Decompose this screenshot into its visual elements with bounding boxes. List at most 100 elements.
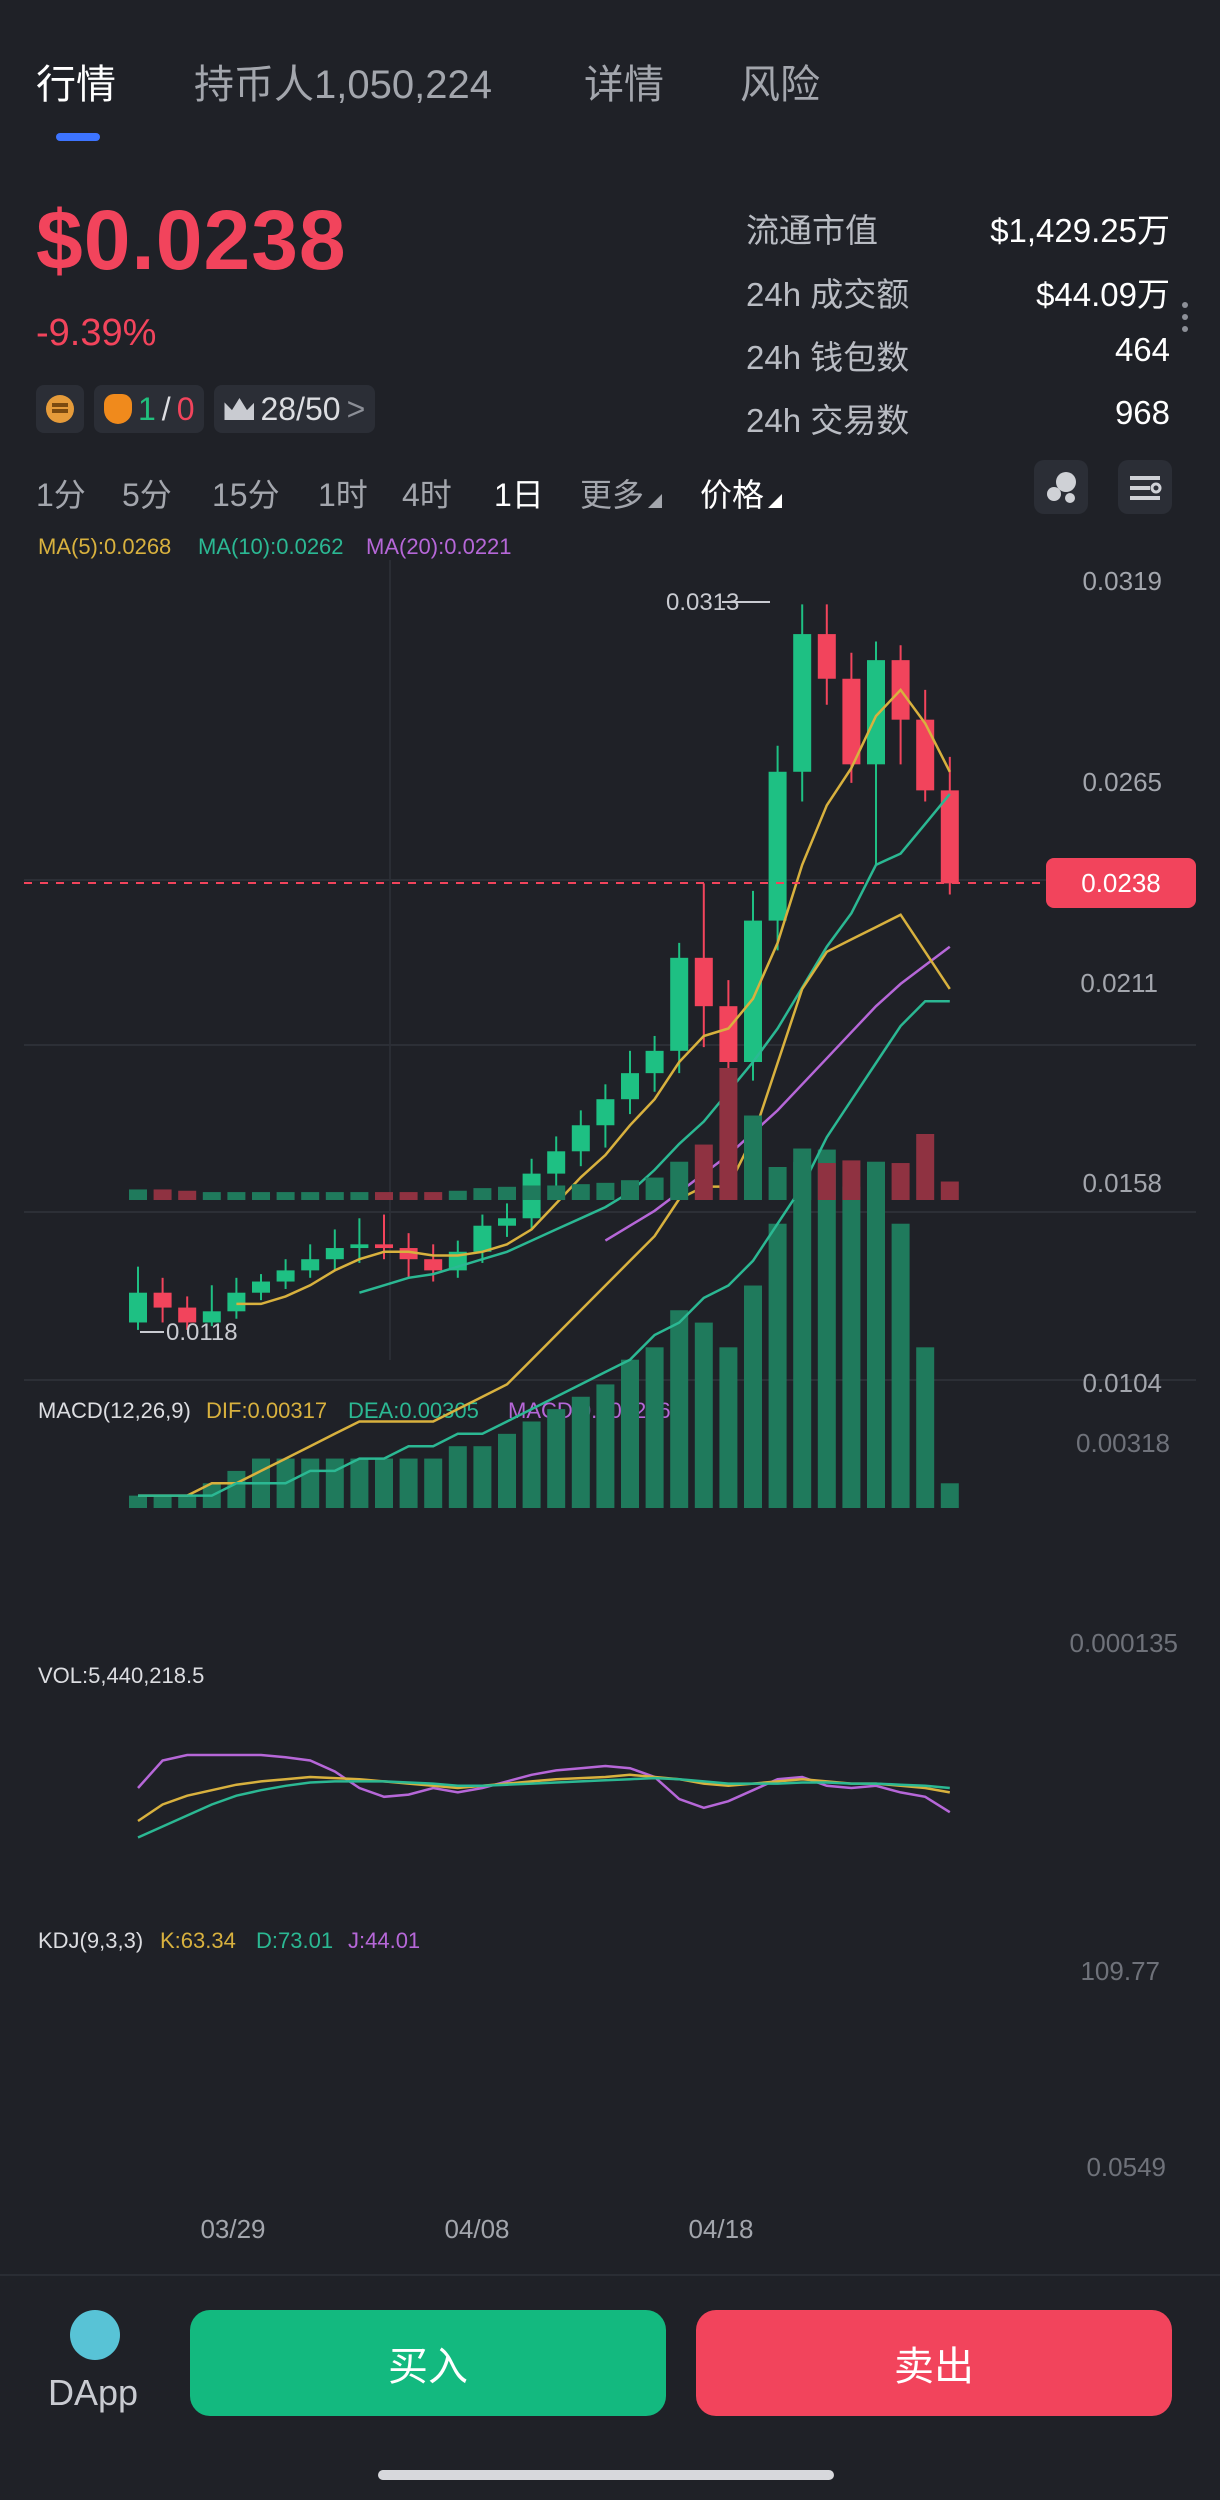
volume-bar bbox=[817, 1163, 836, 1200]
candle-body bbox=[744, 920, 762, 1062]
candle-body bbox=[153, 1292, 172, 1308]
tab-market[interactable]: 行情 bbox=[36, 63, 116, 107]
volume-bar bbox=[498, 1186, 516, 1200]
volume-panel bbox=[129, 1068, 959, 1200]
tab-risk[interactable]: 风险 bbox=[740, 63, 820, 107]
ma-lines bbox=[236, 687, 951, 1306]
timeframe-4h[interactable]: 4时 bbox=[402, 477, 452, 513]
chart-settings-button[interactable] bbox=[1118, 460, 1172, 514]
ma5-label: MA(5):0.0268 bbox=[38, 534, 171, 559]
kdj-panel bbox=[137, 1753, 951, 1839]
macd-bar bbox=[867, 1186, 885, 1508]
tab-holders[interactable]: 持币人1,050,224 bbox=[194, 63, 492, 107]
indicator-toggle-button[interactable] bbox=[1034, 460, 1088, 514]
macd-bar bbox=[498, 1433, 516, 1508]
price-type-select[interactable]: 价格 bbox=[700, 470, 783, 516]
macd-bar bbox=[375, 1458, 393, 1508]
sell-button[interactable]: 卖出 bbox=[696, 2310, 1172, 2416]
more-label: 更多 bbox=[580, 477, 645, 513]
timeframe-15m[interactable]: 15分 bbox=[212, 477, 280, 513]
token-price: $0.0238 bbox=[36, 193, 347, 287]
badge-count-b: 0 bbox=[176, 390, 195, 427]
candle-body bbox=[867, 660, 885, 765]
date-tick: 04/18 bbox=[688, 2214, 753, 2244]
coin-stack-icon bbox=[46, 395, 74, 423]
candle-body bbox=[350, 1244, 369, 1249]
price-tick: 0.0265 bbox=[1082, 767, 1162, 797]
timeframe-more[interactable]: 更多 bbox=[580, 470, 663, 516]
candle-body bbox=[498, 1218, 516, 1226]
volume-bar bbox=[424, 1192, 443, 1200]
more-options-icon[interactable] bbox=[1182, 302, 1188, 336]
bag-badge[interactable]: 1/0 bbox=[94, 385, 205, 433]
k-line bbox=[137, 1773, 951, 1823]
coin-badge[interactable] bbox=[36, 385, 84, 433]
dapp-label[interactable]: DApp bbox=[48, 2372, 139, 2413]
macd-bar bbox=[227, 1470, 246, 1508]
home-indicator bbox=[378, 2470, 834, 2480]
price-chart[interactable]: MA(5):0.0268 MA(10):0.0262 MA(20):0.0221… bbox=[0, 520, 1220, 2270]
candle-body bbox=[129, 1292, 147, 1323]
volume-bar bbox=[719, 1068, 738, 1200]
ma5-line bbox=[236, 687, 951, 1306]
timeframe-1h[interactable]: 1时 bbox=[318, 477, 368, 513]
macd-bar bbox=[621, 1359, 639, 1508]
timeframe-1d[interactable]: 1日 bbox=[494, 477, 544, 513]
dropdown-icon bbox=[648, 494, 663, 508]
macd-bar bbox=[522, 1421, 541, 1508]
volume-bar bbox=[325, 1192, 344, 1200]
candle-body bbox=[842, 678, 861, 765]
macd-bar bbox=[596, 1384, 615, 1508]
money-bag-icon bbox=[104, 394, 132, 424]
tab-details[interactable]: 详情 bbox=[584, 63, 664, 107]
volume-bar bbox=[350, 1192, 369, 1200]
volume-bar bbox=[129, 1189, 147, 1200]
macd-bar bbox=[473, 1446, 492, 1508]
volume-bar bbox=[153, 1189, 172, 1200]
candle-body bbox=[817, 634, 836, 679]
stat-value: 464 bbox=[1114, 331, 1170, 368]
timeframe-5m[interactable]: 5分 bbox=[122, 477, 172, 513]
price-change: -9.39% bbox=[36, 312, 157, 354]
volume-bar bbox=[571, 1184, 590, 1200]
stat-value: 968 bbox=[1114, 394, 1170, 431]
k-label: K:63.34 bbox=[160, 1928, 236, 1953]
macd-title: MACD(12,26,9) bbox=[38, 1398, 191, 1423]
macd-panel bbox=[129, 913, 959, 1508]
macd-bar bbox=[571, 1396, 590, 1508]
candle-body bbox=[768, 771, 787, 921]
dea-line bbox=[138, 999, 950, 1497]
candle-body bbox=[793, 634, 812, 772]
macd-bar bbox=[670, 1310, 689, 1508]
dapp-icon[interactable] bbox=[70, 2310, 120, 2360]
volume-bar bbox=[645, 1177, 664, 1200]
macd-bar bbox=[399, 1458, 418, 1508]
macd-bar bbox=[817, 1149, 836, 1508]
volume-bar bbox=[547, 1185, 566, 1200]
candle-body bbox=[301, 1259, 320, 1271]
ma10-line bbox=[359, 793, 951, 1294]
candle-body bbox=[621, 1073, 639, 1100]
chart-grid bbox=[24, 560, 1196, 1381]
volume-bar bbox=[621, 1180, 639, 1200]
volume-bar bbox=[473, 1188, 492, 1200]
j-label: J:44.01 bbox=[348, 1928, 420, 1953]
macd-tick: 0.00318 bbox=[1076, 1428, 1170, 1458]
candle-body bbox=[325, 1248, 344, 1260]
d-label: D:73.01 bbox=[256, 1928, 333, 1953]
kdj-tick: 0.0549 bbox=[1086, 2152, 1166, 2182]
macd-bar bbox=[793, 1161, 812, 1508]
timeframe-1m[interactable]: 1分 bbox=[36, 477, 86, 513]
macd-bar bbox=[547, 1409, 566, 1508]
volume-bar bbox=[252, 1192, 270, 1200]
volume-bar bbox=[842, 1160, 861, 1200]
volume-bar bbox=[940, 1181, 959, 1200]
macd-bar bbox=[891, 1223, 910, 1508]
crown-badge[interactable]: 28/50 > bbox=[214, 385, 376, 433]
candle-body bbox=[571, 1125, 590, 1152]
buy-button[interactable]: 买入 bbox=[190, 2310, 666, 2416]
kdj-tick: 109.77 bbox=[1080, 1956, 1160, 1986]
macd-bar bbox=[768, 1223, 787, 1508]
stat-value: $1,429.25万 bbox=[990, 212, 1170, 249]
volume-bar bbox=[522, 1185, 541, 1200]
